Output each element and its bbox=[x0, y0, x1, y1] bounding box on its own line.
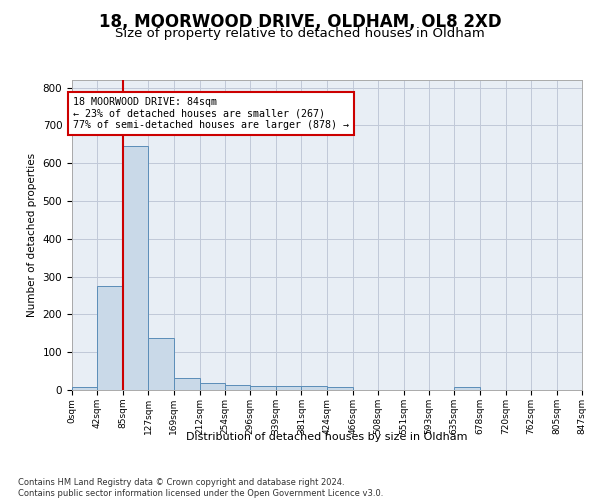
Bar bbox=[174, 378, 200, 390]
Text: Contains HM Land Registry data © Crown copyright and database right 2024.
Contai: Contains HM Land Registry data © Crown c… bbox=[18, 478, 383, 498]
Bar bbox=[148, 338, 174, 390]
Text: 18, MOORWOOD DRIVE, OLDHAM, OL8 2XD: 18, MOORWOOD DRIVE, OLDHAM, OL8 2XD bbox=[98, 12, 502, 30]
Bar bbox=[328, 386, 353, 390]
Bar bbox=[250, 386, 276, 390]
Bar bbox=[276, 386, 301, 390]
Bar bbox=[72, 387, 97, 390]
Bar bbox=[454, 388, 480, 390]
Bar bbox=[301, 386, 328, 390]
Text: Size of property relative to detached houses in Oldham: Size of property relative to detached ho… bbox=[115, 28, 485, 40]
Bar bbox=[97, 286, 123, 390]
Bar bbox=[200, 383, 225, 390]
Text: 18 MOORWOOD DRIVE: 84sqm
← 23% of detached houses are smaller (267)
77% of semi-: 18 MOORWOOD DRIVE: 84sqm ← 23% of detach… bbox=[73, 97, 349, 130]
Y-axis label: Number of detached properties: Number of detached properties bbox=[27, 153, 37, 317]
Text: Distribution of detached houses by size in Oldham: Distribution of detached houses by size … bbox=[186, 432, 468, 442]
Bar bbox=[225, 386, 250, 390]
Bar bbox=[123, 146, 148, 390]
